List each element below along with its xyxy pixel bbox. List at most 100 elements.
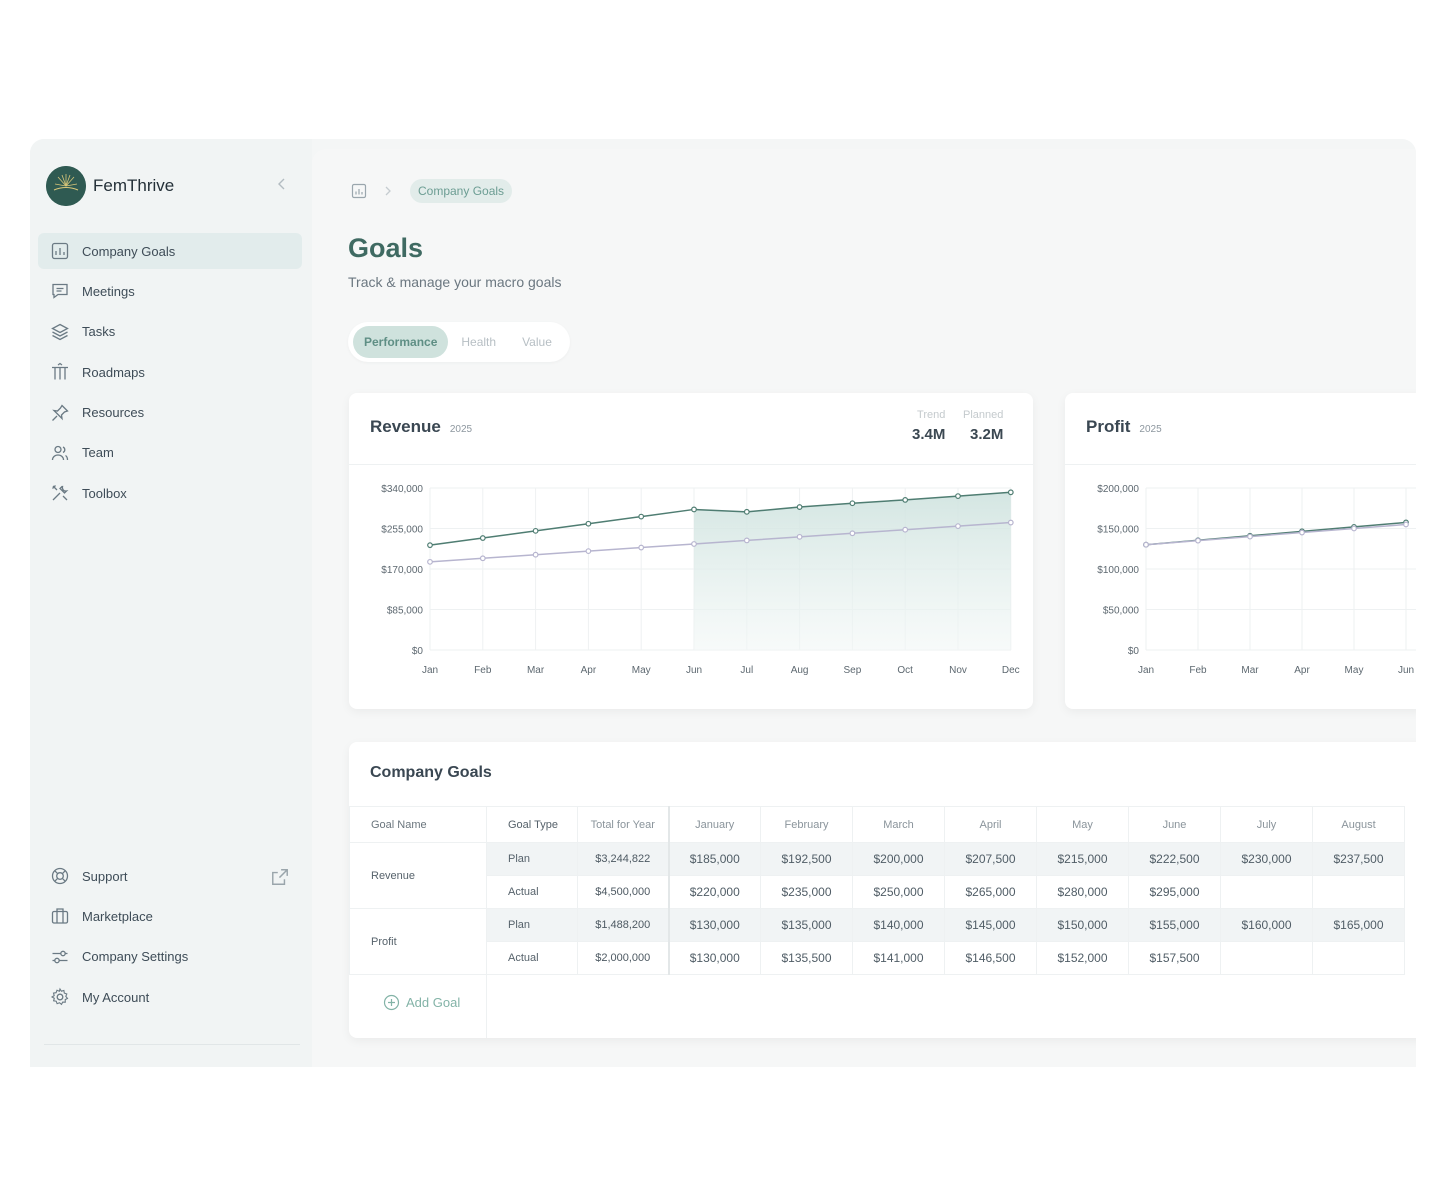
chevron-right-icon	[385, 186, 391, 196]
sidebar-item-my-account[interactable]: My Account	[38, 979, 302, 1015]
sidebar-item-marketplace[interactable]: Marketplace	[38, 898, 302, 934]
sidebar-item-resources[interactable]: Resources	[38, 395, 302, 431]
month-value-cell[interactable]	[1220, 875, 1313, 909]
column-header[interactable]: April	[944, 806, 1037, 843]
profit-line-chart: $200,000 $150,000 $100,000 $50,000 $0 Jan Feb M…	[1097, 484, 1416, 676]
goal-name-cell[interactable]: Profit	[349, 908, 487, 975]
total-cell[interactable]: $1,488,200	[577, 908, 670, 942]
chart-board-icon[interactable]	[350, 182, 368, 200]
column-header[interactable]: June	[1128, 806, 1221, 843]
month-value-cell[interactable]: $157,500	[1128, 941, 1221, 975]
tab-performance[interactable]: Performance	[353, 326, 449, 358]
month-value-cell[interactable]: $150,000	[1036, 908, 1129, 942]
month-value-cell[interactable]: $165,000	[1312, 908, 1405, 942]
sidebar-item-company-settings[interactable]: Company Settings	[38, 939, 302, 975]
month-value-cell[interactable]: $265,000	[944, 875, 1037, 909]
column-header[interactable]: July	[1220, 806, 1313, 843]
tab-value[interactable]: Value	[522, 335, 552, 349]
data-point	[1195, 537, 1201, 544]
x-tick-label: Jan	[422, 665, 438, 676]
month-value-cell[interactable]: $135,500	[760, 941, 853, 975]
sidebar-nav: Company Goals Meetings Tasks Roadmaps Re…	[38, 233, 302, 516]
data-point	[691, 506, 697, 513]
month-value-cell[interactable]: $141,000	[852, 941, 945, 975]
add-goal-button[interactable]: Add Goal	[383, 994, 460, 1011]
month-value-cell[interactable]: $200,000	[852, 842, 945, 876]
sidebar-item-meetings[interactable]: Meetings	[38, 273, 302, 309]
y-tick-label: $340,000	[381, 484, 423, 495]
chat-icon	[52, 284, 68, 300]
sidebar-item-company-goals[interactable]: Company Goals	[38, 233, 302, 269]
table-row[interactable]: Profit Plan $1,488,200 $130,000 $135,000 $140…	[349, 908, 1405, 975]
goal-name-cell[interactable]: Revenue	[349, 842, 487, 909]
month-value-cell[interactable]: $237,500	[1312, 842, 1405, 876]
month-value-cell[interactable]: $215,000	[1036, 842, 1129, 876]
x-tick-label: Sep	[844, 665, 862, 676]
table-row[interactable]: Revenue Plan $3,244,822 $185,000 $192,500 $20…	[349, 842, 1405, 909]
month-value-cell[interactable]: $145,000	[944, 908, 1037, 942]
month-value-cell[interactable]: $230,000	[1220, 842, 1313, 876]
month-value-cell[interactable]: $160,000	[1220, 908, 1313, 942]
goal-type-cell[interactable]: Actual	[486, 941, 578, 975]
data-point	[743, 508, 750, 515]
month-value-cell[interactable]: $192,500	[760, 842, 853, 876]
sidebar-item-toolbox[interactable]: Toolbox	[38, 475, 302, 511]
month-value-cell[interactable]: $130,000	[668, 941, 761, 975]
month-value-cell[interactable]: $250,000	[852, 875, 945, 909]
table-header-row: Goal Name Goal Type Total for Year Janua…	[349, 806, 1405, 843]
table-row[interactable]: Actual $2,000,000 $130,000 $135,500 $141,000…	[350, 941, 1405, 975]
sidebar-item-label: Company Goals	[82, 243, 176, 259]
trend-stat: Trend 3.4M	[912, 409, 945, 443]
month-value-cell[interactable]: $155,000	[1128, 908, 1221, 942]
data-point	[1247, 533, 1253, 540]
column-header[interactable]: Total for Year	[577, 806, 670, 843]
view-tabs: Performance Health Value	[348, 322, 570, 362]
month-value-cell[interactable]: $222,500	[1128, 842, 1221, 876]
month-value-cell[interactable]: $220,000	[668, 875, 761, 909]
external-link-icon[interactable]	[270, 867, 290, 887]
total-cell[interactable]: $2,000,000	[577, 941, 670, 975]
total-cell[interactable]: $4,500,000	[577, 875, 670, 909]
goal-type-cell[interactable]: Plan	[486, 842, 578, 876]
month-value-cell[interactable]: $130,000	[668, 908, 761, 942]
column-header[interactable]: March	[852, 806, 945, 843]
series-line-1	[429, 521, 1011, 563]
goal-type-cell[interactable]: Actual	[486, 875, 578, 909]
table-row[interactable]: Actual $4,500,000 $220,000 $235,000 $250,000…	[350, 875, 1405, 909]
column-header[interactable]: August	[1312, 806, 1405, 843]
goal-type-cell[interactable]: Plan	[486, 908, 578, 942]
month-value-cell[interactable]: $295,000	[1128, 875, 1221, 909]
app-window: FemThrive Company Goals Meetings Tasks R…	[30, 139, 1416, 1067]
month-value-cell[interactable]	[1312, 875, 1405, 909]
total-cell[interactable]: $3,244,822	[577, 842, 670, 876]
month-value-cell[interactable]: $140,000	[852, 908, 945, 942]
month-value-cell[interactable]: $146,500	[944, 941, 1037, 975]
sidebar-item-roadmaps[interactable]: Roadmaps	[38, 354, 302, 390]
pin-icon	[52, 404, 69, 421]
column-header[interactable]: February	[760, 806, 853, 843]
x-tick-label: Dec	[1002, 665, 1020, 676]
month-value-cell[interactable]: $280,000	[1036, 875, 1129, 909]
sidebar-item-tasks[interactable]: Tasks	[38, 314, 302, 350]
month-value-cell[interactable]: $235,000	[760, 875, 853, 909]
sidebar-item-support[interactable]: Support	[38, 858, 302, 894]
month-value-cell[interactable]: $135,000	[760, 908, 853, 942]
column-header[interactable]: January	[668, 806, 761, 843]
brand[interactable]: FemThrive	[46, 166, 174, 206]
sidebar-item-label: Resources	[82, 405, 145, 421]
collapse-sidebar-icon[interactable]	[274, 176, 290, 192]
sidebar-item-team[interactable]: Team	[38, 435, 302, 471]
tab-health[interactable]: Health	[461, 335, 497, 349]
sidebar-item-label: Company Settings	[82, 949, 189, 965]
month-value-cell[interactable]	[1220, 941, 1313, 975]
tools-icon	[52, 485, 69, 501]
x-tick-label: Apr	[1294, 665, 1310, 676]
month-value-cell[interactable]: $185,000	[668, 842, 761, 876]
month-value-cell[interactable]: $207,500	[944, 842, 1037, 876]
month-value-cell[interactable]: $152,000	[1036, 941, 1129, 975]
column-header[interactable]: Goal Name	[349, 806, 487, 843]
breadcrumb-current[interactable]: Company Goals	[410, 179, 513, 203]
column-header[interactable]: May	[1036, 806, 1129, 843]
month-value-cell[interactable]	[1312, 941, 1405, 975]
column-header[interactable]: Goal Type	[486, 806, 578, 843]
